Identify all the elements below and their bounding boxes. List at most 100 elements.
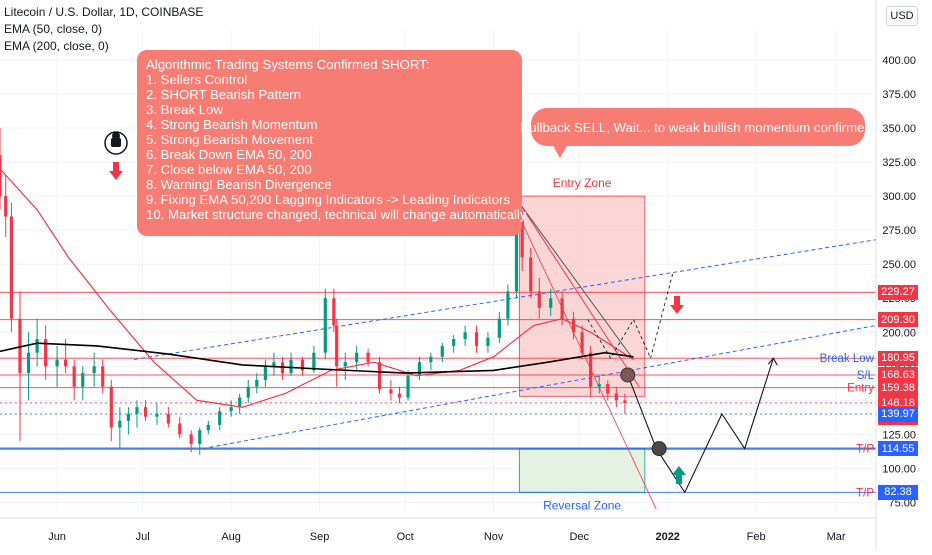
chart-title: Litecoin / U.S. Dollar, 1D, COINBASE — [4, 5, 204, 19]
candle-body — [300, 359, 305, 371]
annotation-labels: Entry Zone Reversal Zone Break Low S/LEntry… — [543, 176, 875, 512]
callout-line: 1. Sellers Control — [146, 72, 248, 87]
candle-body — [166, 413, 170, 424]
candle-body — [312, 352, 316, 371]
price-tag: 180.95 — [878, 350, 918, 366]
candle-body — [560, 298, 564, 319]
x-tick-label: Nov — [484, 531, 504, 543]
callout-line: 9. Fixing EMA 50,200 Lagging Indicators … — [146, 192, 510, 207]
candle-body — [335, 325, 339, 367]
candle-body — [606, 384, 610, 394]
x-tick-label: Sep — [310, 531, 330, 543]
candle-body — [406, 375, 410, 398]
callout-line: 5. Strong Bearish Movement — [146, 132, 314, 147]
x-tick-label: Jul — [136, 531, 150, 543]
candle-body — [514, 216, 519, 292]
candle-body — [81, 373, 85, 387]
price-tag: 114.55 — [878, 441, 918, 457]
x-tick-label: Aug — [221, 531, 241, 543]
candle-body — [155, 413, 159, 417]
candle-body — [26, 352, 31, 374]
pullback-arrow-down — [670, 296, 684, 314]
candle-body — [580, 332, 584, 353]
candle-body — [323, 298, 327, 353]
candle-body — [440, 345, 444, 357]
y-tick-label: 350.00 — [882, 123, 916, 135]
descending-trend-line — [518, 202, 640, 388]
y-tick-label: 300.00 — [882, 191, 916, 203]
callout-tail — [552, 144, 568, 158]
candle-body — [64, 359, 68, 367]
candle-body — [0, 155, 2, 197]
callout-line: 2. SHORT Bearish Pattern — [146, 87, 301, 102]
candle-body — [549, 298, 553, 308]
candle-body — [109, 386, 113, 428]
candle-body — [571, 318, 576, 333]
candle-body — [218, 411, 222, 425]
ema-layer — [0, 168, 634, 408]
reversal-zone-label: Reversal Zone — [543, 498, 621, 512]
currency-button[interactable]: USD — [886, 6, 918, 26]
tp-marker — [651, 441, 667, 457]
trend-channel-layer — [134, 202, 877, 510]
pullback-callout: Pullback SELL, Wait... to weak bullish m… — [521, 108, 876, 146]
projection-arrow-head — [767, 357, 778, 366]
candles-layer — [0, 128, 627, 455]
entry-marker — [620, 367, 636, 383]
price-tag: 168.63 — [878, 367, 918, 383]
candle-body — [289, 359, 293, 374]
price-tag: 159.38 — [878, 380, 918, 396]
callout-line: 3. Break Low — [146, 102, 223, 117]
candle-body — [589, 352, 593, 387]
y-tick-label: 375.00 — [882, 89, 916, 101]
candle-body — [506, 291, 510, 319]
candle-body — [486, 337, 490, 346]
candle-body — [126, 413, 131, 421]
y-tick-label: 400.00 — [882, 55, 916, 67]
candle-body — [72, 366, 76, 387]
candle-body — [529, 257, 533, 292]
price-tag: 82.38 — [878, 484, 918, 500]
x-tick-label: Oct — [397, 531, 414, 543]
reversal-zone — [518, 448, 646, 493]
entry-zone-label: Entry Zone — [553, 176, 612, 190]
x-axis: Jun Jul Aug Sep Oct Nov Dec 2022 Feb Mar — [0, 517, 876, 543]
projection-layer — [587, 270, 778, 494]
candle-body — [366, 352, 370, 363]
price-tag: 209.30 — [878, 312, 918, 328]
price-tag: 229.27 — [878, 284, 918, 300]
candle-body — [332, 298, 336, 326]
x-tick-label: Jun — [48, 531, 66, 543]
break-low-label: Break Low — [820, 353, 875, 365]
y-axis: 75.00100.00125.00150.00175.00200.00225.0… — [875, 0, 916, 550]
callout-line: 6. Break Down EMA 50, 200 — [146, 147, 312, 162]
candle-body — [474, 332, 479, 346]
y-tick-label: 125.00 — [882, 429, 916, 441]
y-tick-label: 200.00 — [882, 327, 916, 339]
callout-line: 10. Market structure changed, technical … — [146, 207, 527, 222]
candle-body — [189, 434, 193, 444]
tp-label: T/P — [856, 444, 874, 456]
legend-ema200[interactable]: EMA (200, close, 0) — [4, 39, 109, 53]
x-tick-label: 2022 — [655, 531, 679, 543]
resistance-trend-line — [518, 202, 634, 360]
candle-body — [18, 318, 22, 374]
candle-body — [35, 339, 39, 353]
candle-body — [55, 359, 59, 367]
candle-body — [614, 393, 618, 401]
ema-50-line — [0, 168, 634, 408]
legend-ema50[interactable]: EMA (50, close, 0) — [4, 22, 103, 36]
descending-trend-line — [518, 216, 657, 510]
candle-body — [452, 339, 456, 346]
candle-body — [377, 362, 382, 390]
candle-body — [178, 423, 182, 435]
tp-label: T/P — [856, 487, 874, 499]
candle-body — [397, 393, 402, 398]
candle-body — [263, 366, 267, 380]
y-tick-label: 75.00 — [888, 497, 916, 509]
candle-body — [246, 386, 250, 398]
y-tick-label: 275.00 — [882, 225, 916, 237]
candle-body — [101, 366, 105, 387]
candle-body — [597, 384, 601, 387]
